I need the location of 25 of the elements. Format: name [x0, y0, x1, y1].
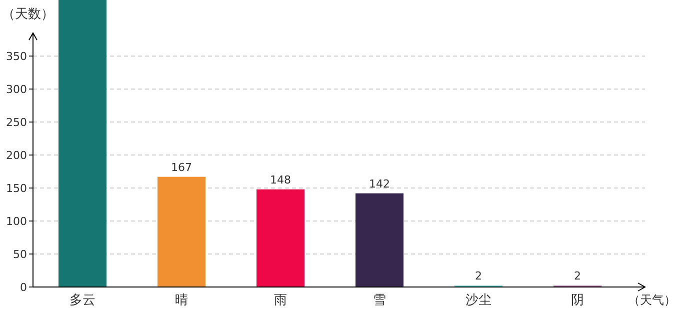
y-tick-label: 300	[6, 83, 27, 96]
x-tick-label: 阴	[571, 293, 584, 308]
bar	[158, 176, 206, 287]
x-tick-label: 多云	[70, 293, 96, 308]
data-label: 2	[475, 270, 482, 283]
data-label: 148	[270, 173, 291, 186]
y-tick-label: 350	[6, 50, 27, 64]
y-tick-label: 50	[13, 248, 27, 262]
bar	[58, 0, 106, 287]
y-axis-title: （天数）	[2, 7, 54, 22]
y-tick-label: 150	[6, 182, 27, 196]
y-tick-label: 0	[20, 281, 27, 294]
data-label: 167	[171, 160, 192, 174]
bar	[256, 189, 304, 287]
data-label: 142	[369, 177, 390, 190]
y-tick-label: 100	[6, 215, 27, 228]
x-tick-label: 晴	[175, 293, 188, 308]
x-axis-title: （天气）	[628, 293, 676, 307]
y-tick-label: 200	[6, 149, 27, 162]
x-tick-label: 雨	[274, 293, 287, 308]
x-tick-label: 雪	[373, 293, 386, 308]
bar	[356, 193, 404, 287]
y-tick-label: 250	[6, 116, 27, 130]
data-label: 2	[574, 270, 581, 283]
x-tick-label: 沙尘	[466, 293, 492, 308]
